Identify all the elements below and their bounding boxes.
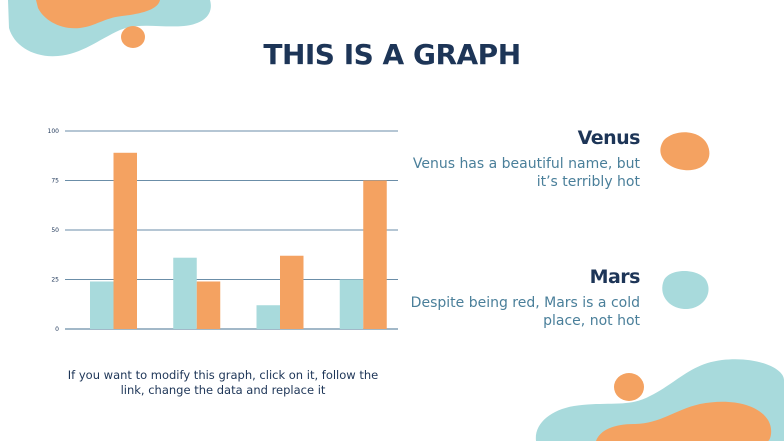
top-left-orange-dot (121, 26, 145, 48)
mars-teal-blob (662, 271, 709, 310)
bar-series-1-3 (256, 305, 280, 329)
legend-title-mars: Mars (589, 266, 641, 288)
bottom-right-orange-blob (596, 401, 772, 441)
bar-series-2-4 (363, 180, 387, 329)
bar-series-2-2 (196, 281, 221, 329)
bottom-right-orange-dot (614, 373, 644, 401)
y-tick-label: 75 (51, 178, 59, 185)
top-left-orange-blob (36, 0, 160, 29)
slide-title: THIS IS A GRAPH (263, 38, 521, 71)
bar-series-1-4 (339, 279, 364, 329)
legend-desc-venus: Venus has a beautiful name, but it’s ter… (412, 156, 640, 190)
y-tick-label: 25 (51, 277, 59, 284)
venus-orange-blob (660, 132, 710, 171)
legend-desc-mars: Despite being red, Mars is a cold place,… (410, 295, 640, 329)
bar-chart: 0 25 50 75 100 (48, 128, 398, 333)
legend-title-venus: Venus (577, 127, 641, 149)
bar-series-2-1 (113, 152, 137, 329)
bar-series-2-3 (280, 255, 304, 329)
y-tick-label: 50 (51, 227, 59, 234)
chart-caption: If you want to modify this graph, click … (67, 368, 379, 397)
bar-series-1-1 (90, 281, 114, 329)
y-tick-label: 0 (55, 326, 59, 333)
bar-series-1-2 (173, 257, 197, 329)
y-tick-label: 100 (48, 128, 60, 135)
